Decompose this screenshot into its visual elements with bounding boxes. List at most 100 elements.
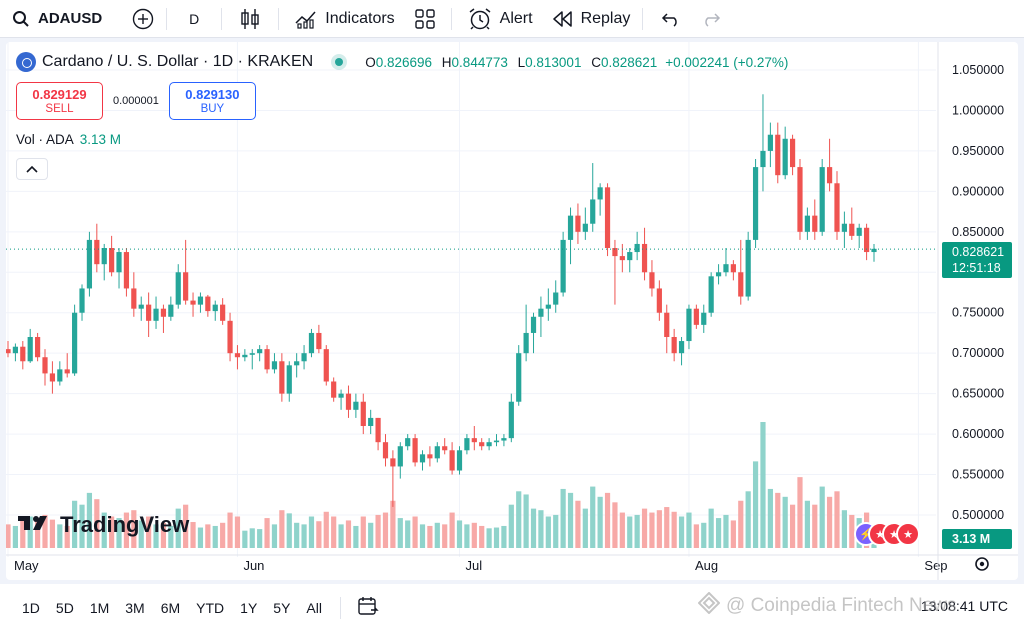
candle-body xyxy=(767,134,773,151)
undo-button[interactable] xyxy=(647,0,695,38)
candle-body xyxy=(627,252,633,261)
volume-bar xyxy=(442,524,448,548)
candle-body xyxy=(582,223,588,232)
price-change: +0.002241 (+0.27%) xyxy=(665,54,789,70)
compare-symbol-button[interactable] xyxy=(124,0,162,38)
indicators-icon xyxy=(295,9,317,29)
volume-bar xyxy=(360,516,366,548)
volume-bar xyxy=(752,461,759,548)
range-1m[interactable]: 1M xyxy=(89,600,110,616)
candle-body xyxy=(723,264,729,273)
volume-bar xyxy=(101,512,107,548)
candle-body xyxy=(419,454,426,463)
spread-value: 0.000001 xyxy=(113,95,159,107)
volume-bar xyxy=(160,522,167,548)
cardano-logo-icon xyxy=(16,52,36,72)
utc-clock[interactable]: 13:08:41 UTC xyxy=(920,598,1008,614)
candle-body xyxy=(856,227,862,236)
chart-panel[interactable]: 1.050000 1.000000 0.950000 0.900000 0.850000… xyxy=(6,42,1018,580)
volume-bar xyxy=(612,502,618,548)
volume-bar xyxy=(249,528,255,548)
grid-icon xyxy=(414,8,435,29)
settings-gear-icon xyxy=(975,557,989,571)
volume-bar xyxy=(138,520,144,548)
sell-price: 0.829129 xyxy=(32,87,87,102)
volume-bar xyxy=(760,422,766,548)
volume-bar xyxy=(116,518,122,548)
candle-body xyxy=(516,353,522,402)
candle-body xyxy=(264,349,270,370)
layouts-button[interactable] xyxy=(403,0,447,38)
volume-bar xyxy=(590,486,596,548)
volume-bar xyxy=(419,524,426,548)
symbol-label: ADAUSD xyxy=(38,10,103,27)
volume-bar xyxy=(493,527,500,548)
range-1y[interactable]: 1Y xyxy=(240,600,258,616)
candle-body xyxy=(464,438,470,451)
volume-bar xyxy=(804,500,810,548)
interval-button[interactable]: D xyxy=(171,0,217,38)
redo-button[interactable] xyxy=(695,0,727,38)
symbol-search[interactable]: ADAUSD xyxy=(0,0,110,38)
events-markers[interactable]: ⚡ ★ ★ ★ xyxy=(854,522,920,546)
range-5y[interactable]: 5Y xyxy=(273,600,291,616)
volume-bar xyxy=(12,525,19,548)
candle-body xyxy=(501,438,507,441)
y-tick-label: 1.050000 xyxy=(952,63,1004,77)
candle-body xyxy=(715,272,722,277)
candle-body xyxy=(456,450,463,471)
volume-bar xyxy=(294,522,300,548)
candle-body xyxy=(94,239,100,265)
candle-body xyxy=(730,264,736,273)
volume-bar xyxy=(234,516,241,548)
range-all[interactable]: All xyxy=(306,600,322,616)
candle-body xyxy=(671,337,677,354)
close-value: 0.828621 xyxy=(600,54,658,70)
volume-bar xyxy=(560,488,566,548)
range-3m[interactable]: 3M xyxy=(125,600,145,616)
volume-bar xyxy=(538,510,544,548)
open-key: O xyxy=(365,54,376,70)
range-1d[interactable]: 1D xyxy=(22,600,40,616)
candle-body xyxy=(382,442,389,459)
candle-body xyxy=(183,272,189,301)
indicators-button[interactable]: Indicators xyxy=(283,0,402,38)
candle-body xyxy=(871,248,877,253)
candlestick-chart[interactable]: 1.050000 1.000000 0.950000 0.900000 0.850000… xyxy=(6,42,1018,580)
candle-body xyxy=(301,353,307,362)
candle-body xyxy=(686,308,692,342)
volume-bar xyxy=(464,524,470,548)
sell-button[interactable]: 0.829129 SELL xyxy=(16,82,103,120)
x-tick-label: Sep xyxy=(924,558,947,573)
volume-bar xyxy=(738,500,744,548)
candle-body xyxy=(323,349,329,382)
last-price-value: 0.828621 xyxy=(952,245,1005,259)
buy-button[interactable]: 0.829130 BUY xyxy=(168,82,256,120)
replay-button[interactable]: Replay xyxy=(541,0,639,38)
volume-bar xyxy=(708,508,714,548)
alert-label: Alert xyxy=(499,9,533,27)
redo-icon xyxy=(701,11,721,27)
candle-body xyxy=(286,365,292,394)
volume-legend-label: Vol · ADA xyxy=(16,132,74,147)
range-6m[interactable]: 6M xyxy=(160,600,181,616)
volume-bar xyxy=(20,520,26,548)
volume-bar xyxy=(797,477,803,548)
range-ytd[interactable]: YTD xyxy=(196,600,225,616)
alert-button[interactable]: Alert xyxy=(456,0,541,38)
y-tick-label: 0.900000 xyxy=(952,184,1004,198)
candle-body xyxy=(664,312,670,337)
range-5d[interactable]: 5D xyxy=(55,600,74,616)
chart-type-button[interactable] xyxy=(226,0,274,38)
volume-bar xyxy=(530,508,537,548)
volume-bar xyxy=(123,512,130,548)
calendar-range-icon[interactable] xyxy=(357,595,379,622)
volume-bar xyxy=(649,512,655,548)
collapse-legend-button[interactable] xyxy=(16,158,48,180)
candle-body xyxy=(434,446,440,459)
candle-body xyxy=(42,357,48,374)
candle-body xyxy=(782,138,788,176)
economic-event-us-icon[interactable]: ★ xyxy=(896,522,920,546)
volume-bar xyxy=(279,510,285,548)
